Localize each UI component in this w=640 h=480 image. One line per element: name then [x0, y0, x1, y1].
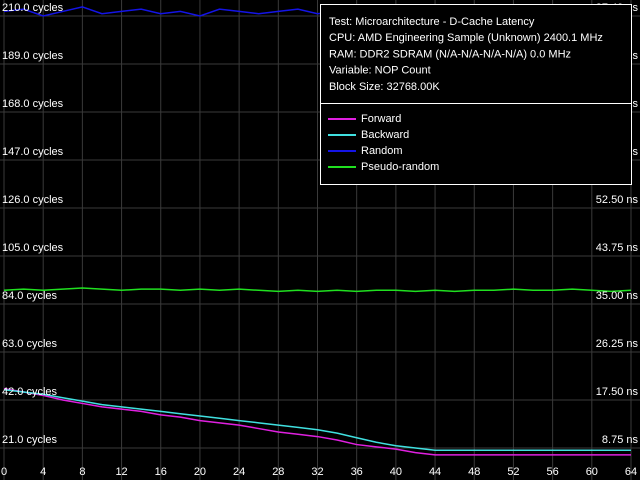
y2-tick-label: 43.75 ns [596, 242, 639, 254]
x-tick-label: 16 [155, 466, 167, 478]
y-tick-label: 84.0 cycles [2, 290, 58, 302]
y2-tick-label: 26.25 ns [596, 338, 639, 350]
x-tick-label: 44 [429, 466, 441, 478]
y-tick-label: 126.0 cycles [2, 194, 64, 206]
x-tick-label: 12 [115, 466, 127, 478]
info-text: CPU: AMD Engineering Sample (Unknown) 24… [329, 32, 603, 44]
x-tick-label: 0 [1, 466, 7, 478]
x-tick-label: 64 [625, 466, 637, 478]
info-box [320, 4, 632, 185]
x-tick-label: 36 [351, 466, 363, 478]
y-tick-label: 189.0 cycles [2, 50, 64, 62]
x-tick-label: 48 [468, 466, 480, 478]
x-tick-label: 28 [272, 466, 284, 478]
x-tick-label: 56 [547, 466, 559, 478]
y-tick-label: 210.0 cycles [2, 2, 64, 14]
x-tick-label: 40 [390, 466, 402, 478]
x-tick-label: 32 [311, 466, 323, 478]
info-text: Test: Microarchitecture - D-Cache Latenc… [329, 16, 535, 28]
y2-tick-label: 35.00 ns [596, 290, 639, 302]
info-text: RAM: DDR2 SDRAM (N/A-N/A-N/A-N/A) 0.0 MH… [329, 48, 571, 60]
series-line [3, 388, 631, 452]
y-tick-label: 147.0 cycles [2, 146, 64, 158]
x-tick-label: 20 [194, 466, 206, 478]
legend-label: Backward [361, 129, 409, 141]
y-tick-label: 21.0 cycles [2, 434, 58, 446]
y2-tick-label: 8.75 ns [602, 434, 639, 446]
series-line [3, 387, 631, 456]
y-tick-label: 63.0 cycles [2, 338, 58, 350]
x-tick-label: 60 [586, 466, 598, 478]
y2-tick-label: 52.50 ns [596, 194, 639, 206]
legend-label: Pseudo-random [361, 161, 439, 173]
info-text: Variable: NOP Count [329, 65, 431, 77]
x-tick-label: 4 [40, 466, 46, 478]
series-line [3, 287, 632, 293]
y-tick-label: 105.0 cycles [2, 242, 64, 254]
y-tick-label: 42.0 cycles [2, 386, 58, 398]
x-tick-label: 52 [507, 466, 519, 478]
x-tick-label: 8 [79, 466, 85, 478]
legend-label: Random [361, 145, 403, 157]
x-tick-label: 24 [233, 466, 245, 478]
info-text: Block Size: 32768.00K [329, 81, 440, 93]
legend-label: Forward [361, 113, 401, 125]
y-tick-label: 168.0 cycles [2, 98, 64, 110]
y2-tick-label: 17.50 ns [596, 386, 639, 398]
